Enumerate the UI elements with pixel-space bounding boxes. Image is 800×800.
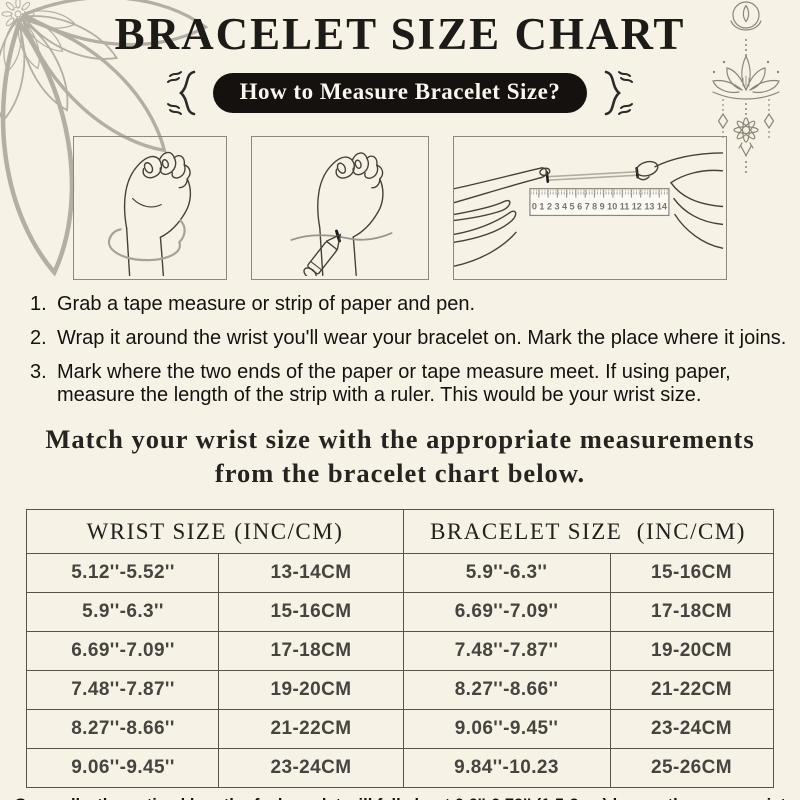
step-text: Grab a tape measure or strip of paper an… xyxy=(57,293,476,315)
wrist-inch-cell: 9.06''-9.45'' xyxy=(26,748,220,788)
bracelet-cm-cell: 21-22CM xyxy=(609,670,774,710)
wrist-inch-cell: 7.48''-7.87'' xyxy=(26,670,220,710)
wrist-inch-cell: 5.12''-5.52'' xyxy=(26,553,220,593)
step-number: 3. xyxy=(30,361,47,383)
bracelet-inch-cell: 5.9''-6.3'' xyxy=(402,553,611,593)
step-text: Wrap it around the wrist you'll wear you… xyxy=(57,327,787,349)
bracelet-size-header: BRACELET SIZE (INC/CM) xyxy=(402,509,774,554)
step-number: 2. xyxy=(30,327,47,349)
bracelet-inch-cell: 9.84''-10.23 xyxy=(402,748,611,788)
wrist-cm-cell: 13-14CM xyxy=(218,553,404,593)
bracelet-inch-cell: 7.48''-7.87'' xyxy=(402,631,611,671)
squiggle-ornament-left-icon xyxy=(166,70,195,116)
wrist-cm-cell: 15-16CM xyxy=(218,592,404,632)
table-row: 8.27''-8.66'' 21-22CM 9.06''-9.45'' 23-2… xyxy=(26,709,774,749)
measure-steps-illustrations: 0 1 2 3 4 5 6 7 8 9 10 11 12 13 14 xyxy=(0,136,800,280)
step-number: 1. xyxy=(30,293,47,315)
wrist-cm-cell: 21-22CM xyxy=(218,709,404,749)
page-title: BRACELET SIZE CHART xyxy=(114,9,686,59)
table-row: 6.69''-7.09'' 17-18CM 7.48''-7.87'' 19-2… xyxy=(26,631,774,671)
ruler-numbers: 0 1 2 3 4 5 6 7 8 9 10 11 12 13 14 xyxy=(532,200,668,211)
bracelet-cm-cell: 17-18CM xyxy=(609,592,774,632)
wrist-cm-cell: 19-20CM xyxy=(218,670,404,710)
bracelet-cm-cell: 15-16CM xyxy=(609,553,774,593)
instruction-step-2: 2. Wrap it around the wrist you'll wear … xyxy=(30,327,792,350)
subtitle-row: How to Measure Bracelet Size? xyxy=(0,67,800,119)
instruction-step-3: 3. Mark where the two ends of the paper … xyxy=(30,361,792,407)
size-table: WRIST SIZE (INC/CM) BRACELET SIZE (INC/C… xyxy=(26,509,774,788)
wrist-cm-cell: 17-18CM xyxy=(218,631,404,671)
illustration-ruler-measure: 0 1 2 3 4 5 6 7 8 9 10 11 12 13 14 xyxy=(453,136,727,280)
table-row: 9.06''-9.45'' 23-24CM 9.84''-10.23 25-26… xyxy=(26,748,774,788)
banner-line-2: from the bracelet chart below. xyxy=(214,458,586,488)
bracelet-inch-cell: 8.27''-8.66'' xyxy=(402,670,611,710)
wrist-inch-cell: 5.9''-6.3'' xyxy=(26,592,220,632)
instruction-list: 1. Grab a tape measure or strip of paper… xyxy=(30,293,792,407)
table-row: 5.12''-5.52'' 13-14CM 5.9''-6.3'' 15-16C… xyxy=(26,553,774,593)
optimal-length-note: Generally, the optimal length of a brace… xyxy=(0,796,800,800)
wrist-size-header: WRIST SIZE (INC/CM) xyxy=(26,509,404,554)
wrist-inch-cell: 6.69''-7.09'' xyxy=(26,631,220,671)
match-size-banner: Match your wrist size with the appropria… xyxy=(0,418,800,496)
wrist-inch-cell: 8.27''-8.66'' xyxy=(26,709,220,749)
instruction-step-1: 1. Grab a tape measure or strip of paper… xyxy=(30,293,792,316)
table-header-row: WRIST SIZE (INC/CM) BRACELET SIZE (INC/C… xyxy=(26,509,774,554)
bracelet-inch-cell: 9.06''-9.45'' xyxy=(402,709,611,749)
squiggle-ornament-right-icon xyxy=(605,70,634,116)
bracelet-cm-cell: 23-24CM xyxy=(609,709,774,749)
table-row: 7.48''-7.87'' 19-20CM 8.27''-8.66'' 21-2… xyxy=(26,670,774,710)
bracelet-cm-cell: 25-26CM xyxy=(609,748,774,788)
bracelet-cm-cell: 19-20CM xyxy=(609,631,774,671)
how-to-measure-pill: How to Measure Bracelet Size? xyxy=(212,73,588,113)
step-text: Mark where the two ends of the paper or … xyxy=(57,361,731,406)
illustration-fist-with-tape xyxy=(73,136,227,280)
bracelet-inch-cell: 6.69''-7.09'' xyxy=(402,592,611,632)
wrist-cm-cell: 23-24CM xyxy=(218,748,404,788)
table-row: 5.9''-6.3'' 15-16CM 6.69''-7.09'' 17-18C… xyxy=(26,592,774,632)
illustration-fist-with-pen xyxy=(251,136,429,280)
banner-line-1: Match your wrist size with the appropria… xyxy=(45,424,755,455)
